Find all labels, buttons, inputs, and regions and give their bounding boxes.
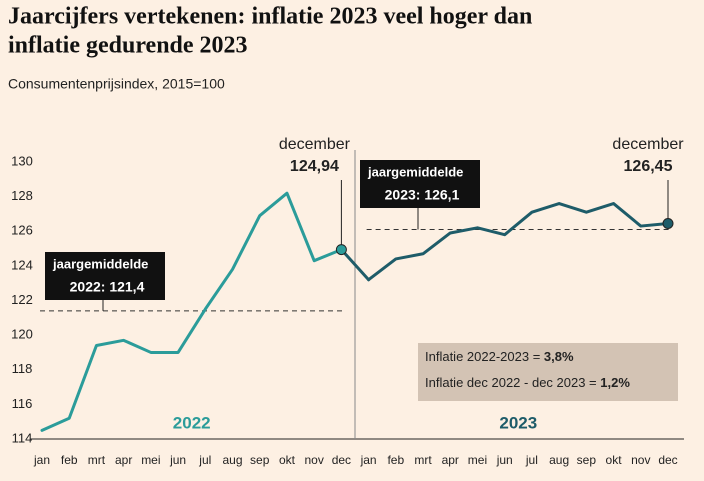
y-tick-label: 128 — [11, 188, 33, 203]
x-tick-label: aug — [549, 453, 569, 467]
info-box — [418, 343, 678, 401]
series-line — [40, 191, 343, 432]
x-tick-label: sep — [250, 453, 270, 467]
annotation-label: december — [612, 136, 684, 153]
x-tick-label: sep — [577, 453, 597, 467]
chart-title: Jaarcijfers vertekenen: inflatie 2023 ve… — [8, 4, 532, 30]
x-tick-label: jun — [496, 453, 513, 467]
x-tick-label: jan — [33, 453, 50, 467]
info-part: Inflatie dec 2022 - dec 2023 = — [425, 375, 600, 390]
x-tick-label: jul — [198, 453, 211, 467]
y-tick-label: 120 — [11, 327, 33, 342]
x-tick-label: mei — [141, 453, 160, 467]
x-tick-label: dec — [658, 453, 677, 467]
x-tick-label: jan — [360, 453, 377, 467]
annotation-value: 126,45 — [624, 158, 673, 175]
y-tick-label: 116 — [12, 396, 33, 411]
connector — [339, 248, 371, 282]
subtitle: Consumentenprijsindex, 2015=100 — [8, 76, 225, 92]
info-part: Inflatie 2022-2023 = — [425, 349, 544, 364]
x-tick-label: aug — [223, 453, 243, 467]
x-tick-label: apr — [442, 453, 459, 467]
x-tick-label: okt — [279, 453, 296, 467]
y-tick-label: 124 — [11, 257, 33, 272]
x-tick-label: nov — [304, 453, 323, 467]
point-marker — [662, 217, 674, 229]
x-tick-label: nov — [631, 453, 650, 467]
info-text: Inflatie dec 2022 - dec 2023 = 1,2% — [425, 375, 630, 390]
info-text: Inflatie 2022-2023 = 3,8% — [425, 349, 574, 364]
x-tick-label: feb — [61, 453, 78, 467]
series-label: 2023 — [499, 413, 537, 432]
chart-title: inflatie gedurende 2023 — [8, 33, 248, 59]
y-tick-label: 114 — [12, 430, 33, 445]
x-tick-label: jun — [169, 453, 186, 467]
average-box — [45, 252, 165, 300]
x-tick-label: dec — [332, 453, 351, 467]
average-label: jaargemiddelde — [367, 164, 463, 179]
x-tick-label: jul — [525, 453, 538, 467]
x-tick-label: feb — [387, 453, 404, 467]
average-text: 2023: 126,1 — [385, 187, 460, 203]
x-tick-label: okt — [606, 453, 623, 467]
info-value: 1,2% — [600, 375, 630, 390]
y-tick-label: 118 — [12, 361, 33, 376]
average-label: jaargemiddelde — [52, 256, 148, 271]
y-tick-label: 126 — [11, 223, 33, 238]
y-tick-label: 122 — [11, 292, 33, 307]
x-tick-label: apr — [115, 453, 132, 467]
x-tick-label: mrt — [88, 453, 106, 467]
annotation-value: 124,94 — [290, 158, 339, 175]
series-line — [367, 202, 670, 282]
y-tick-label: 130 — [11, 153, 33, 168]
average-box — [360, 160, 480, 208]
info-value: 3,8% — [544, 349, 574, 364]
x-tick-label: mei — [468, 453, 487, 467]
point-marker — [335, 244, 347, 256]
x-tick-label: mrt — [414, 453, 432, 467]
average-text: 2022: 121,4 — [70, 279, 145, 295]
series-label: 2022 — [173, 413, 211, 432]
annotation-label: december — [279, 136, 351, 153]
